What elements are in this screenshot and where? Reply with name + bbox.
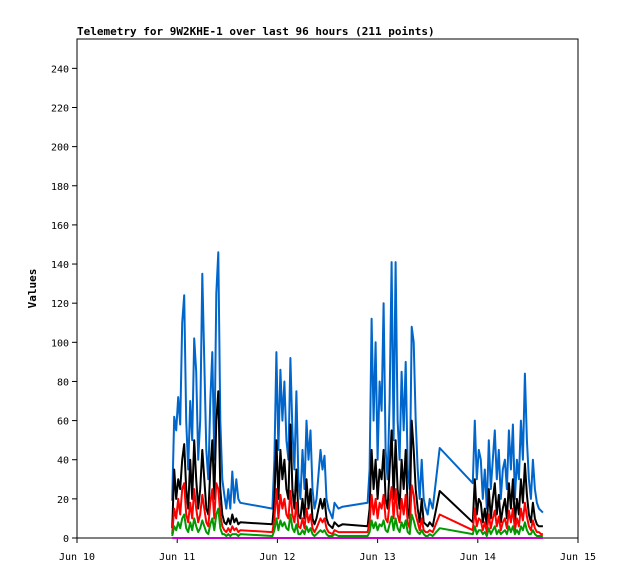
x-tick-label: Jun 13 [360, 552, 396, 563]
plot-frame [76, 38, 579, 539]
y-tick-label: 80 [57, 377, 69, 388]
series-line-4 [171, 507, 543, 537]
y-tick-label: 240 [51, 64, 69, 75]
y-tick-label: 220 [51, 103, 69, 114]
x-tick-label: Jun 15 [560, 552, 596, 563]
chart-title: Telemetry for 9W2KHE-1 over last 96 hour… [77, 25, 435, 38]
y-tick-label: 180 [51, 182, 69, 193]
series-group [171, 251, 544, 539]
y-tick-label: 160 [51, 221, 69, 232]
y-tick-label: 0 [63, 534, 69, 545]
y-tick-label: 200 [51, 143, 69, 154]
y-tick-label: 40 [57, 456, 69, 467]
y-axis: 0 20 40 60 80 100 120 140 160 180 200 220 240 [51, 64, 77, 545]
y-tick-label: 140 [51, 260, 69, 271]
y-tick-label: 120 [51, 299, 69, 310]
y-tick-label: 60 [57, 417, 69, 428]
series-line-3 [171, 482, 543, 536]
y-tick-label: 20 [57, 495, 69, 506]
x-tick-label: Jun 12 [259, 552, 295, 563]
x-axis: Jun 10 Jun 11 Jun 12 Jun 13 Jun 14 Jun 15 [59, 538, 596, 563]
series-line-1 [171, 251, 544, 520]
x-tick-label: Jun 14 [460, 552, 496, 563]
y-axis-label: Values [26, 269, 39, 309]
x-tick-label: Jun 11 [159, 552, 195, 563]
y-tick-label: 100 [51, 338, 69, 349]
x-tick-label: Jun 10 [59, 552, 95, 563]
